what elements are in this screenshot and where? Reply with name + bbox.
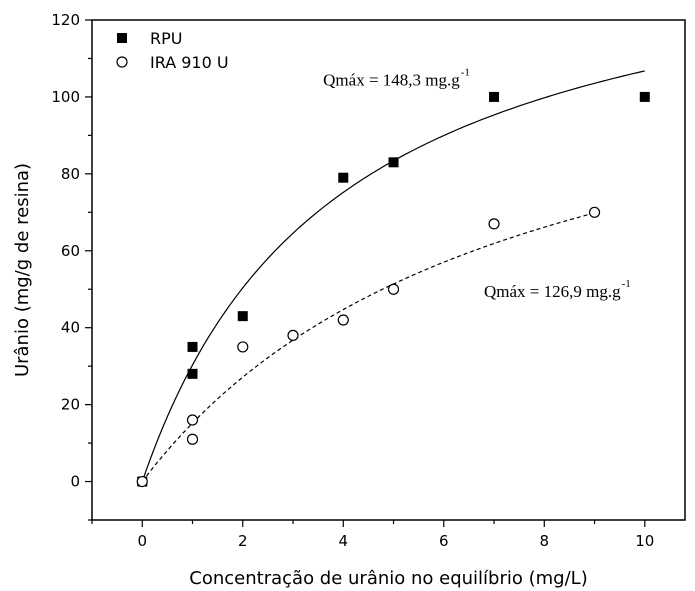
data-point-rpu bbox=[338, 172, 349, 183]
fit-curve-ira-910-u bbox=[141, 212, 595, 482]
fit-curve-rpu bbox=[141, 70, 645, 482]
data-point-ira-910-u bbox=[387, 283, 400, 295]
legend-marker bbox=[117, 33, 127, 43]
qmax-annotation: Qmáx = 126,9 mg.g bbox=[484, 282, 621, 301]
y-tick-label: 80 bbox=[61, 165, 80, 183]
data-point-ira-910-u bbox=[488, 218, 500, 230]
data-point-ira-910-u bbox=[588, 206, 601, 218]
data-point-rpu bbox=[187, 341, 198, 352]
data-point-ira-910-u bbox=[337, 314, 349, 326]
fit-curves bbox=[141, 70, 645, 482]
data-point-rpu bbox=[187, 368, 198, 379]
x-tick-label: 4 bbox=[338, 532, 348, 550]
legend-label: IRA 910 U bbox=[150, 53, 229, 72]
legend: RPU IRA 910 U bbox=[116, 29, 229, 72]
qmax-annotation-superscript: -1 bbox=[622, 278, 631, 290]
y-tick-label: 60 bbox=[61, 242, 80, 260]
x-axis-label: Concentração de urânio no equilíbrio (mg… bbox=[189, 568, 587, 589]
x-tick-label: 8 bbox=[540, 532, 550, 550]
plot-frame bbox=[91, 19, 686, 521]
legend-marker bbox=[116, 56, 128, 68]
data-point-ira-910-u bbox=[136, 475, 148, 488]
y-tick-label: 20 bbox=[61, 396, 80, 414]
y-axis-label: Urânio (mg/g de resina) bbox=[12, 163, 33, 377]
y-tick-label: 100 bbox=[51, 88, 80, 106]
x-tick-label: 6 bbox=[439, 532, 449, 550]
plot-border bbox=[91, 19, 686, 521]
y-tick-label: 40 bbox=[61, 319, 80, 337]
x-tick-label: 0 bbox=[137, 532, 147, 550]
qmax-annotation: Qmáx = 148,3 mg.g bbox=[323, 70, 460, 89]
data-point-ira-910-u bbox=[186, 414, 199, 426]
data-point-rpu bbox=[388, 157, 399, 168]
x-tick-label: 2 bbox=[238, 532, 248, 550]
data-point-rpu bbox=[237, 311, 248, 322]
data-point-ira-910-u bbox=[237, 341, 249, 353]
data-point-rpu bbox=[639, 91, 650, 102]
qmax-annotation-superscript: -1 bbox=[461, 66, 470, 78]
legend-label: RPU bbox=[150, 29, 182, 48]
x-tick-label: 10 bbox=[635, 532, 654, 550]
data-points bbox=[136, 91, 650, 488]
data-point-ira-910-u bbox=[287, 329, 299, 341]
data-point-ira-910-u bbox=[186, 433, 199, 445]
y-tick-label: 0 bbox=[70, 473, 80, 491]
y-tick-label: 120 bbox=[51, 11, 80, 29]
data-point-rpu bbox=[489, 91, 500, 102]
